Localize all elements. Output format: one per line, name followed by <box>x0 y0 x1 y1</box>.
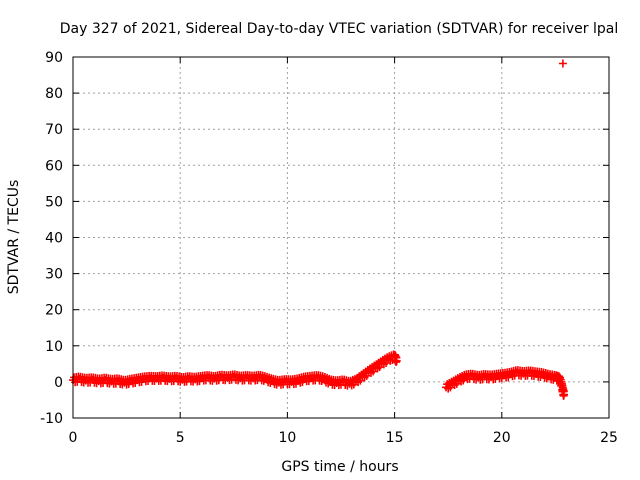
y-tick-label: 0 <box>54 375 63 391</box>
y-tick-label: 40 <box>45 231 63 247</box>
y-tick-label: -10 <box>40 411 63 427</box>
x-axis-label: GPS time / hours <box>281 459 398 475</box>
data-point <box>392 356 401 365</box>
x-tick-label: 5 <box>176 430 185 446</box>
y-tick-label: 60 <box>45 158 63 174</box>
y-tick-label: 50 <box>45 194 63 210</box>
y-axis-label: SDTVAR / TECUs <box>6 180 22 295</box>
data-point <box>558 59 567 68</box>
data-point <box>356 376 365 385</box>
y-tick-label: 10 <box>45 339 63 355</box>
y-tick-label: 80 <box>45 86 63 102</box>
x-tick-label: 20 <box>493 430 511 446</box>
grid-lines <box>73 57 609 418</box>
x-tick-label: 25 <box>600 430 618 446</box>
x-tick-label: 0 <box>69 430 78 446</box>
data-points <box>69 59 568 400</box>
chart-title: Day 327 of 2021, Sidereal Day-to-day VTE… <box>60 21 618 37</box>
data-point <box>362 371 371 380</box>
data-point <box>559 390 568 399</box>
plot-frame <box>72 56 610 419</box>
x-tick-label: 10 <box>278 430 296 446</box>
y-tick-label: 20 <box>45 303 63 319</box>
x-tick-label: 15 <box>386 430 404 446</box>
y-tick-label: 90 <box>45 50 63 66</box>
y-tick-label: 30 <box>45 267 63 283</box>
y-tick-label: 70 <box>45 122 63 138</box>
